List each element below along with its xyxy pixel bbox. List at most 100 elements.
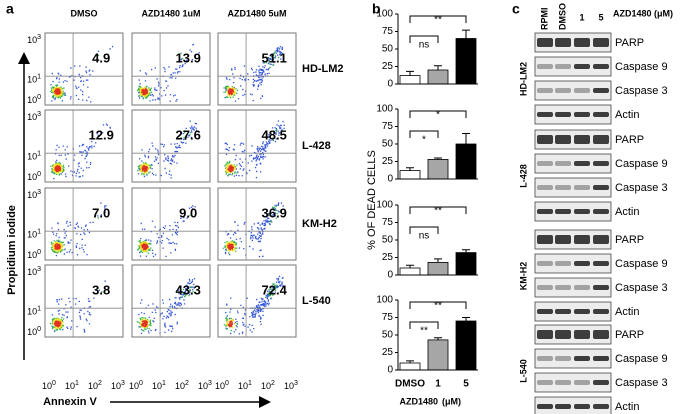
blot-band <box>593 185 609 190</box>
bar <box>455 38 477 85</box>
y-axis-label: Propidium iodide <box>6 205 18 295</box>
bar <box>427 339 449 371</box>
y-tick-label: 100 <box>27 326 41 338</box>
x-tick-label: 103 <box>198 380 212 392</box>
x-tick-label: 101 <box>238 380 252 392</box>
x-tick-label: 100 <box>215 380 229 392</box>
tick-exponent: 0 <box>52 380 56 387</box>
blot-band <box>593 356 609 361</box>
blot-band <box>555 285 571 290</box>
protein-label: Caspase 3 <box>615 282 668 294</box>
event-dots <box>224 46 283 102</box>
y-tick-label: 101 <box>27 73 41 85</box>
event-dots <box>51 123 112 180</box>
event-dots <box>225 163 236 174</box>
protein-label: Caspase 3 <box>615 377 668 389</box>
tick-exponent: 2 <box>185 380 189 387</box>
x-tick-label: 102 <box>261 380 275 392</box>
protein-label: Actin <box>615 401 639 413</box>
blot-strip <box>534 129 612 150</box>
blot-band <box>555 235 571 244</box>
blot-band <box>555 185 571 190</box>
error-bar <box>406 264 414 268</box>
error-bar <box>434 337 442 340</box>
x-tick-label: 103 <box>284 380 298 392</box>
quadrant-percent: 72.4 <box>262 282 288 297</box>
bar <box>455 320 477 371</box>
blot-band <box>555 309 571 314</box>
blot-band <box>593 38 609 47</box>
axes <box>397 205 478 276</box>
y-tick-label: 100 <box>27 94 41 106</box>
bar <box>427 158 449 180</box>
lane-label: 1 <box>579 12 584 22</box>
event-dots <box>54 88 62 95</box>
error-bar <box>462 317 470 321</box>
event-dots <box>139 241 150 253</box>
blot-band <box>537 380 553 385</box>
tick-base: 10 <box>261 381 271 391</box>
blot-strip <box>534 56 612 77</box>
blot-band <box>593 64 609 69</box>
tick-exponent: 1 <box>75 380 79 387</box>
tick-base: 10 <box>65 381 75 391</box>
blot-band <box>574 185 590 190</box>
blot-band <box>537 112 553 117</box>
protein-label: Caspase 9 <box>615 353 668 365</box>
y-tick-label: 100 <box>376 200 393 211</box>
event-dots <box>138 278 196 334</box>
y-tick-label: 100 <box>27 171 41 183</box>
blot-band <box>593 161 609 166</box>
blot-band <box>555 112 571 117</box>
tick-exponent: 0 <box>225 380 229 387</box>
y-tick-label: 50 <box>382 44 394 55</box>
protein-label: Caspase 9 <box>615 158 668 170</box>
tick-exponent: 1 <box>248 380 252 387</box>
significance-label: ns <box>419 40 430 51</box>
tick-exponent: 2 <box>271 380 275 387</box>
tick-base: 10 <box>27 112 37 122</box>
blot-band <box>593 261 609 266</box>
blot-band <box>537 285 553 290</box>
blot-strip <box>534 177 612 198</box>
blot-band <box>574 161 590 166</box>
protein-label: Actin <box>615 206 639 218</box>
quadrant-percent: 3.8 <box>92 282 110 297</box>
tick-base: 10 <box>27 307 37 317</box>
blot-strip <box>534 201 612 222</box>
blot-band <box>593 404 609 409</box>
event-dots <box>141 243 149 251</box>
blot-band <box>574 330 590 339</box>
bar <box>399 170 421 180</box>
blot-band <box>574 209 590 214</box>
blot-strip <box>534 324 612 345</box>
event-dots <box>225 318 236 329</box>
bar <box>399 362 421 371</box>
y-tick-label: 75 <box>382 217 394 228</box>
y-tick-label: 103 <box>27 189 41 201</box>
protein-label: Caspase 9 <box>615 258 668 270</box>
tick-exponent: 3 <box>37 111 41 118</box>
quadrant-percent: 51.1 <box>262 50 287 65</box>
blot-strip <box>534 396 612 414</box>
tick-exponent: 1 <box>37 228 41 235</box>
blot-band <box>574 64 590 69</box>
category-label: DMSO <box>395 379 425 390</box>
tick-exponent: 3 <box>37 189 41 196</box>
tick-base: 10 <box>129 381 139 391</box>
blot-band <box>555 404 571 409</box>
blot-strip <box>534 32 612 53</box>
tick-base: 10 <box>238 381 248 391</box>
blot-band <box>593 135 609 144</box>
blot-band <box>555 209 571 214</box>
significance-bracket <box>409 226 439 234</box>
significance-label: * <box>436 110 440 121</box>
protein-label: PARP <box>615 234 644 246</box>
event-dots <box>224 120 285 179</box>
blot-band <box>537 261 553 266</box>
axes <box>397 109 478 180</box>
error-bar <box>434 258 442 263</box>
y-tick-label: 103 <box>27 34 41 46</box>
quadrant-percent: 27.6 <box>176 127 201 142</box>
y-tick-label: 50 <box>382 235 394 246</box>
